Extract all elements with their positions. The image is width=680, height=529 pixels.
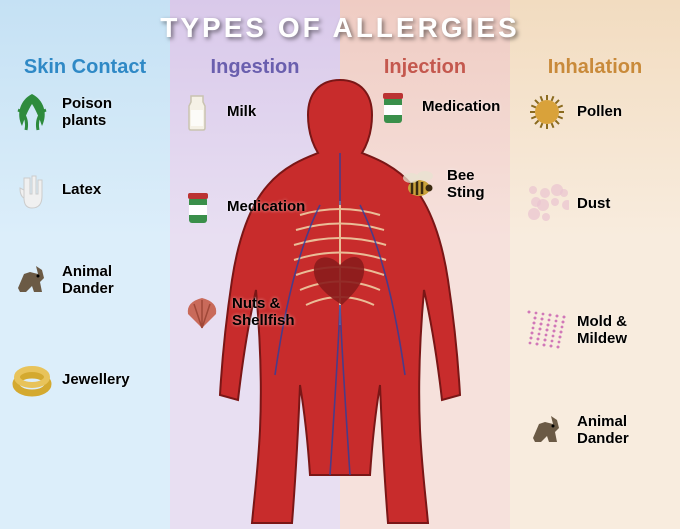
page-title: TYPES OF ALLERGIES: [0, 12, 680, 44]
item-label: Pollen: [577, 103, 622, 120]
col-header-skin-contact: Skin Contact: [0, 50, 170, 89]
item-label: Poisonplants: [62, 95, 112, 130]
item-label: Dust: [577, 195, 610, 212]
item-animal-dander: AnimalDander: [10, 258, 114, 302]
ring-icon: [10, 358, 54, 402]
jar-icon: [175, 185, 219, 229]
item-medication: Medication: [175, 185, 305, 229]
item-poison-plants: Poisonplants: [10, 90, 112, 134]
shell-icon: [180, 290, 224, 334]
item-label: AnimalDander: [577, 413, 629, 448]
item-label: Latex: [62, 181, 101, 198]
col-header-injection: Injection: [340, 50, 510, 89]
item-label: AnimalDander: [62, 263, 114, 298]
item-jewellery: Jewellery: [10, 358, 130, 402]
item-dust: Dust: [525, 182, 610, 226]
pollen-icon: [525, 90, 569, 134]
dust-icon: [525, 182, 569, 226]
col-header-ingestion: Ingestion: [170, 50, 340, 89]
dog-icon: [10, 258, 54, 302]
item-nuts-shellfish: Nuts &Shellfish: [180, 290, 295, 334]
jar-icon: [370, 85, 414, 129]
item-milk: Milk: [175, 90, 256, 134]
item-medication: Medication: [370, 85, 500, 129]
item-label: Nuts &Shellfish: [232, 295, 295, 330]
dog-icon: [525, 408, 569, 452]
item-label: Mold &Mildew: [577, 313, 627, 348]
item-bee-sting: BeeSting: [395, 162, 485, 206]
column-headers: Skin Contact Ingestion Injection Inhalat…: [0, 50, 680, 89]
mold-icon: [525, 308, 569, 352]
item-animal-dander: AnimalDander: [525, 408, 629, 452]
item-pollen: Pollen: [525, 90, 622, 134]
col-header-inhalation: Inhalation: [510, 50, 680, 89]
bee-icon: [395, 162, 439, 206]
item-label: Medication: [227, 198, 305, 215]
items-layer: Poisonplants Latex AnimalDander Jewellery Mi…: [0, 90, 680, 529]
glove-icon: [10, 168, 54, 212]
item-latex: Latex: [10, 168, 101, 212]
item-label: Jewellery: [62, 371, 130, 388]
item-mold-mildew: Mold &Mildew: [525, 308, 627, 352]
leaf-icon: [10, 90, 54, 134]
item-label: BeeSting: [447, 167, 485, 202]
milk-icon: [175, 90, 219, 134]
item-label: Milk: [227, 103, 256, 120]
item-label: Medication: [422, 98, 500, 115]
